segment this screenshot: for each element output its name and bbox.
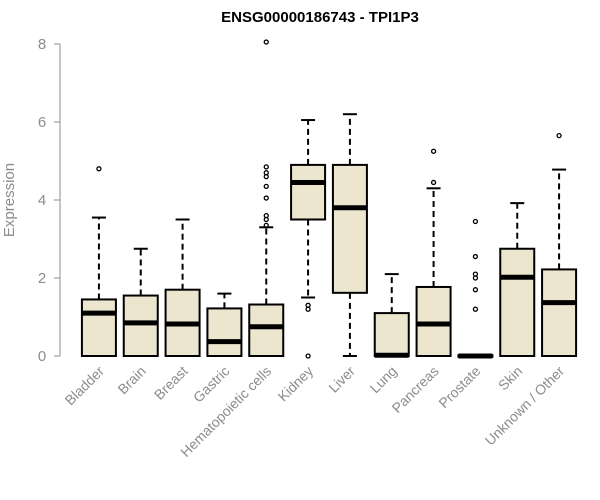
outlier-point (472, 253, 479, 260)
box-gastric (206, 292, 243, 358)
outlier-point (472, 287, 479, 293)
outlier-point (263, 222, 269, 229)
x-tick-label: Unknown / Other (482, 363, 568, 449)
box-unknown-other (541, 132, 578, 358)
outlier-point (263, 212, 269, 219)
outlier-point (430, 179, 437, 186)
x-tick-label: Kidney (275, 363, 317, 405)
outlier-point (263, 183, 269, 190)
outlier-point (263, 164, 269, 170)
iqr-box (541, 268, 578, 358)
box-kidney (290, 119, 327, 359)
outlier-point (263, 39, 269, 45)
outlier-point (556, 132, 562, 139)
iqr-box (499, 247, 536, 357)
y-axis-label: Expression (1, 163, 18, 237)
y-tick-label: 4 (38, 192, 46, 209)
y-axis: 0 2 4 6 8 (38, 36, 61, 365)
iqr-box (122, 294, 159, 357)
box-hematopoietic-cells (248, 39, 285, 357)
y-tick-label: 8 (38, 36, 46, 53)
iqr-box (206, 307, 243, 358)
iqr-box (290, 163, 327, 221)
box-bladder (80, 166, 117, 358)
iqr-box (248, 303, 285, 357)
box-series (80, 39, 578, 359)
x-tick-label: Bladder (62, 363, 108, 409)
x-tick-label: Lung (367, 363, 400, 396)
iqr-box (80, 298, 117, 358)
outlier-point (472, 271, 479, 277)
outlier-point (472, 218, 479, 225)
x-tick-label: Prostate (435, 363, 483, 411)
outlier-point (305, 302, 311, 308)
box-pancreas (415, 148, 452, 357)
box-prostate (457, 218, 494, 359)
box-brain (122, 247, 159, 357)
outlier-point (305, 353, 311, 359)
outlier-point (263, 170, 269, 176)
outlier-point (263, 195, 269, 201)
outlier-point (430, 148, 437, 154)
y-tick-label: 0 (38, 348, 46, 365)
x-tick-label: Breast (151, 363, 191, 403)
outlier-point (472, 306, 479, 312)
iqr-box (415, 285, 452, 357)
iqr-box (373, 312, 410, 358)
chart-title: ENSG00000186743 - TPI1P3 (221, 9, 419, 26)
x-tick-label: Pancreas (389, 363, 442, 416)
x-tick-label: Skin (495, 363, 526, 394)
iqr-box (331, 163, 368, 294)
y-tick-label: 2 (38, 270, 46, 287)
y-tick-label: 6 (38, 114, 46, 131)
x-tick-label: Brain (114, 363, 148, 397)
box-skin (499, 202, 536, 357)
outlier-point (96, 166, 102, 172)
x-tick-label: Liver (325, 363, 358, 396)
box-liver (331, 113, 368, 357)
box-breast (164, 218, 201, 358)
box-lung (373, 273, 410, 358)
